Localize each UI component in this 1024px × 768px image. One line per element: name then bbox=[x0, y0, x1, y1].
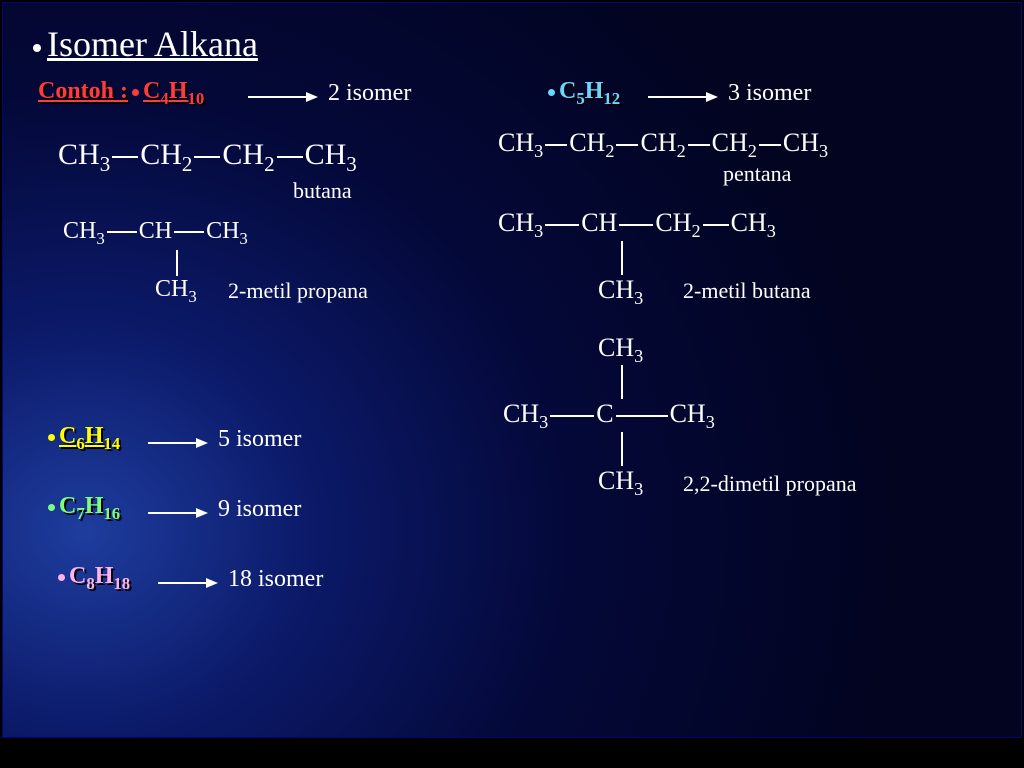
struct-dimetilpropana-mid: CH3CCH3 bbox=[503, 399, 715, 433]
vbond-icon bbox=[176, 250, 178, 276]
bullet-icon bbox=[132, 89, 139, 96]
arrow-icon bbox=[148, 506, 208, 520]
slide-frame: Isomer Alkana Contoh : C4H10 2 isomer CH… bbox=[2, 2, 1022, 738]
bullet-icon bbox=[48, 434, 55, 441]
struct-dimetilpropana-bottom: CH3 bbox=[598, 466, 643, 500]
struct-metilbutana-branch: CH3 bbox=[598, 275, 643, 309]
c8-formula: C8H18 bbox=[58, 563, 130, 594]
name-metilpropana: 2-metil propana bbox=[228, 278, 368, 304]
struct-butana: CH3CH2CH2CH3 bbox=[58, 138, 357, 177]
arrow-icon bbox=[158, 576, 218, 590]
title-text: Isomer Alkana bbox=[47, 24, 258, 64]
c4-formula: C4H10 bbox=[132, 78, 204, 104]
slide-title: Isomer Alkana bbox=[33, 23, 258, 65]
struct-metilbutana-top: CH3CHCH2CH3 bbox=[498, 208, 776, 242]
c8-count: 18 isomer bbox=[228, 566, 323, 593]
title-bullet-icon bbox=[33, 44, 41, 52]
name-pentana: pentana bbox=[723, 161, 791, 187]
arrow-icon bbox=[148, 436, 208, 450]
c5-formula: C5H12 bbox=[548, 78, 620, 109]
arrow-icon bbox=[248, 90, 318, 104]
example-label-c4: Contoh : C4H10 bbox=[38, 78, 204, 109]
struct-pentana: CH3CH2CH2CH2CH3 bbox=[498, 128, 828, 162]
struct-metilpropana-top: CH3CHCH3 bbox=[63, 218, 248, 249]
vbond-icon bbox=[621, 365, 623, 399]
name-metilbutana: 2-metil butana bbox=[683, 278, 811, 304]
bullet-icon bbox=[548, 89, 555, 96]
vbond-icon bbox=[621, 241, 623, 275]
bullet-icon bbox=[48, 504, 55, 511]
name-dimetilpropana: 2,2-dimetil propana bbox=[683, 471, 857, 497]
bullet-icon bbox=[58, 574, 65, 581]
c6-count: 5 isomer bbox=[218, 426, 301, 453]
struct-dimetilpropana-top: CH3 bbox=[598, 333, 643, 367]
c7-formula: C7H16 bbox=[48, 493, 120, 524]
c7-count: 9 isomer bbox=[218, 496, 301, 523]
struct-metilpropana-branch: CH3 bbox=[155, 276, 197, 307]
name-butana: butana bbox=[293, 178, 352, 204]
c5-count: 3 isomer bbox=[728, 80, 811, 107]
c6-formula: C6H14 bbox=[48, 423, 120, 454]
vbond-icon bbox=[621, 432, 623, 466]
arrow-icon bbox=[648, 90, 718, 104]
c4-count: 2 isomer bbox=[328, 80, 411, 107]
contoh-prefix: Contoh : bbox=[38, 78, 128, 104]
